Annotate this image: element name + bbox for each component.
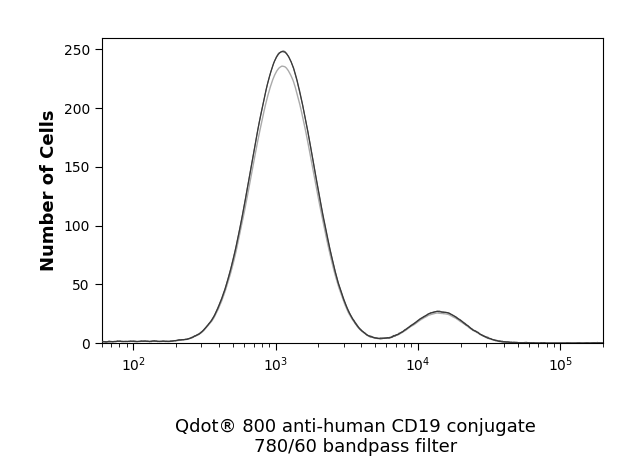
Text: Qdot® 800 anti-human CD19 conjugate
780/60 bandpass filter: Qdot® 800 anti-human CD19 conjugate 780/…: [175, 418, 536, 456]
Y-axis label: Number of Cells: Number of Cells: [40, 110, 58, 271]
